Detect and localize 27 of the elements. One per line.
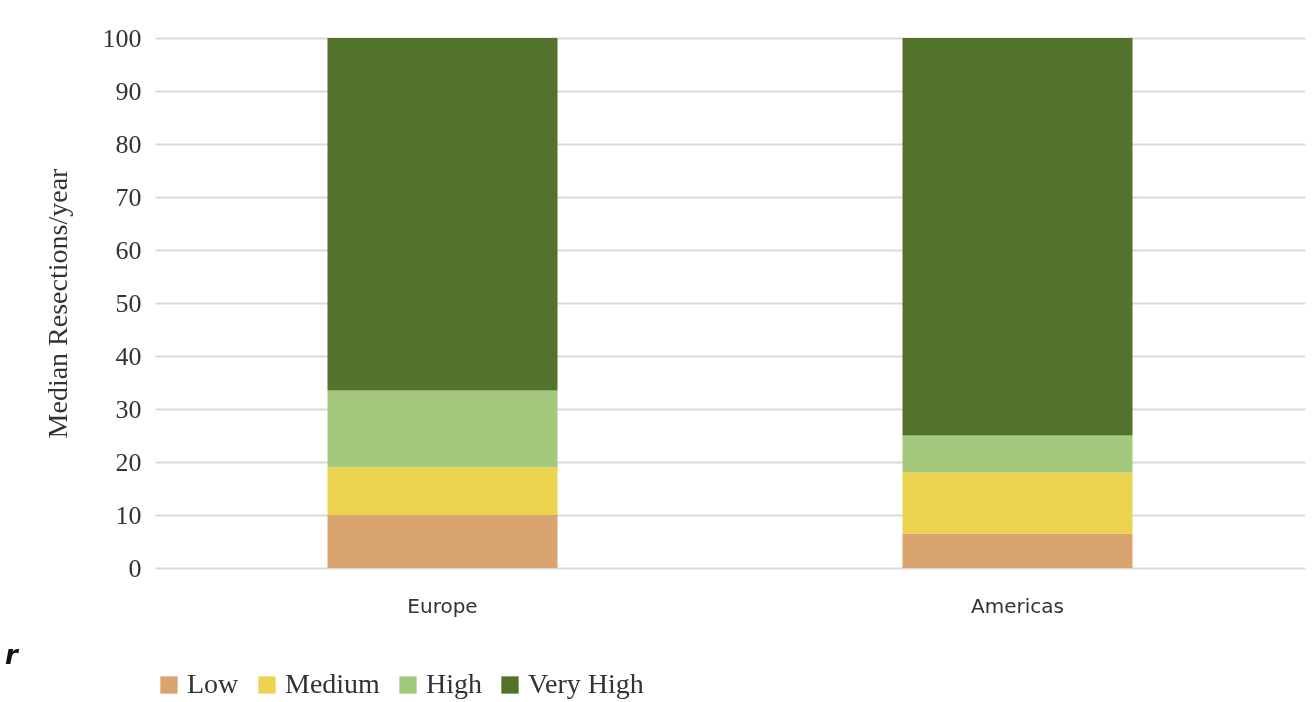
y-tick-label: 80 (115, 129, 142, 159)
bar (902, 533, 1133, 568)
bar (902, 435, 1133, 473)
y-tick-label: 60 (115, 235, 142, 265)
bar (902, 38, 1133, 436)
y-tick-label: 70 (115, 182, 142, 212)
y-tick-label: 40 (115, 341, 142, 371)
bar (327, 390, 558, 468)
x-tick-label: Europe (407, 593, 478, 618)
y-tick-label: 30 (115, 394, 142, 424)
bar (327, 38, 558, 391)
y-tick-label: 10 (115, 500, 142, 530)
bar (327, 515, 558, 568)
y-axis-title: Median Resections/year (41, 167, 73, 439)
y-tick-label: 50 (115, 288, 142, 318)
y-tick-label: 100 (102, 23, 142, 53)
bar (902, 472, 1133, 534)
legend-label: Medium (285, 668, 381, 699)
y-tick-label: 20 (115, 447, 142, 477)
legend-label: Very High (528, 668, 644, 699)
text: r (5, 640, 20, 670)
legend-label: High (426, 668, 482, 699)
legend-label: Low (187, 668, 240, 699)
x-tick-label: Americas (971, 593, 1064, 618)
y-tick-label: 90 (115, 76, 142, 106)
bar (327, 467, 558, 515)
y-tick-label: 0 (128, 553, 142, 583)
